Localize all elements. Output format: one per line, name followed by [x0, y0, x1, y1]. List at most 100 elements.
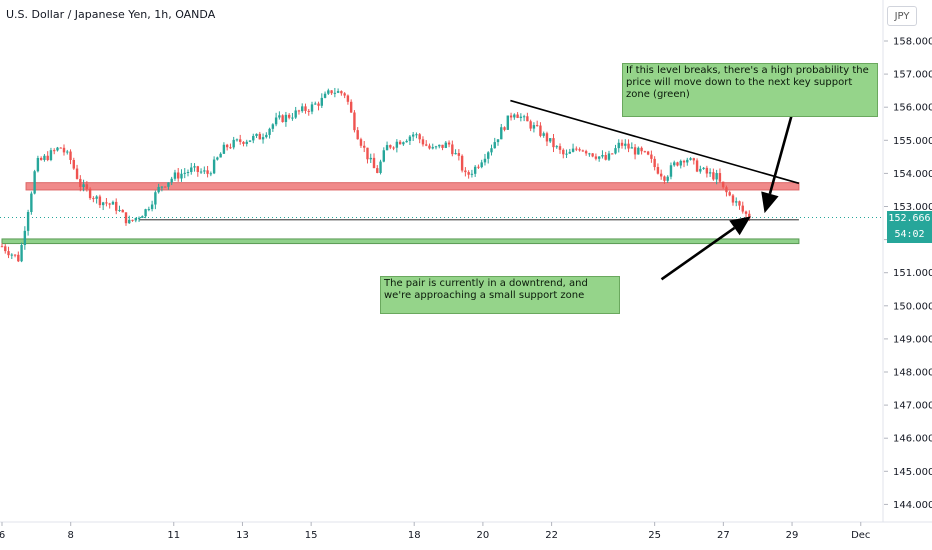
- candle-body: [287, 114, 291, 118]
- candle-body: [425, 144, 428, 146]
- arrow-shaft: [660, 226, 736, 281]
- candle-body: [718, 173, 722, 182]
- candle-body: [340, 91, 343, 94]
- candle-body: [310, 104, 314, 112]
- y-tick-label: 148.000: [893, 368, 932, 379]
- candle-body: [744, 211, 748, 214]
- countdown-tag: 54:02: [887, 227, 932, 243]
- candle-body: [591, 153, 594, 157]
- candle-body: [415, 134, 418, 136]
- candle-body: [101, 202, 105, 206]
- candle-body: [473, 166, 477, 174]
- candle-body: [728, 192, 731, 196]
- candle-body: [676, 162, 679, 166]
- candle-body: [398, 141, 402, 145]
- y-tick-label: 151.000: [893, 268, 932, 279]
- candle-body: [516, 114, 519, 118]
- candle-body: [225, 144, 229, 148]
- candle-body: [66, 151, 69, 153]
- currency-selector[interactable]: JPY: [887, 6, 917, 26]
- candle-body: [196, 166, 199, 172]
- candle-body: [617, 142, 620, 149]
- candle-body: [121, 209, 124, 213]
- candle-body: [369, 157, 372, 160]
- annotation-lower[interactable]: The pair is currently in a downtrend, an…: [380, 276, 620, 314]
- candle-body: [519, 116, 523, 118]
- x-tick-label: 13: [236, 530, 249, 541]
- candle-body: [392, 147, 395, 149]
- candle-body: [656, 167, 660, 174]
- candle-body: [346, 95, 350, 102]
- candle-body: [477, 166, 480, 168]
- candle-body: [496, 139, 500, 143]
- candle-body: [513, 114, 516, 118]
- candle-body: [692, 158, 696, 161]
- candle-body: [578, 149, 581, 151]
- candle-body: [317, 103, 320, 106]
- trendline: [510, 99, 800, 185]
- candle-body: [336, 91, 340, 93]
- candle-body: [431, 147, 434, 149]
- candle-body: [503, 127, 506, 130]
- x-tick-label: 15: [305, 530, 318, 541]
- candle-body: [650, 154, 653, 159]
- candle-body: [193, 166, 196, 168]
- candle-body: [500, 127, 503, 140]
- candle-body: [389, 145, 392, 148]
- y-tick-label: 158.000: [893, 37, 932, 48]
- candle-body: [447, 142, 451, 145]
- candle-body: [735, 201, 738, 203]
- candle-body: [304, 106, 307, 111]
- candle-body: [294, 110, 297, 118]
- y-tick-label: 155.000: [893, 136, 932, 147]
- candle-body: [624, 143, 627, 146]
- chart-title: U.S. Dollar / Japanese Yen, 1h, OANDA: [6, 8, 216, 21]
- candle-body: [532, 125, 536, 129]
- candle-body: [725, 187, 728, 193]
- candle-body: [428, 145, 431, 149]
- x-tick-label: 11: [167, 530, 180, 541]
- annotation-upper[interactable]: If this level breaks, there's a high pro…: [622, 63, 878, 117]
- y-tick-label: 153.000: [893, 202, 932, 213]
- candle-body: [239, 139, 242, 142]
- candle-body: [451, 144, 454, 155]
- candle-body: [157, 186, 160, 193]
- candle-body: [323, 93, 327, 98]
- candle-body: [314, 103, 317, 105]
- candle-body: [111, 201, 115, 205]
- candle-body: [203, 170, 206, 172]
- candle-body: [261, 137, 265, 140]
- candle-body: [679, 160, 682, 166]
- candle-body: [177, 172, 180, 179]
- candle-body: [26, 212, 30, 231]
- candle-body: [170, 178, 173, 183]
- candle-body: [69, 151, 72, 160]
- candle-body: [470, 173, 474, 175]
- candle-body: [438, 144, 441, 147]
- time-axis[interactable]: 6 8 11 13 15 18 20 22 25 27 29 Dec: [0, 522, 870, 541]
- candle-body: [163, 186, 167, 188]
- candle-body: [568, 151, 572, 154]
- candle-body: [421, 139, 425, 145]
- candle-body: [79, 178, 82, 188]
- candle-body: [95, 196, 98, 199]
- candle-body: [464, 170, 467, 173]
- candle-body: [594, 156, 598, 159]
- candle-body: [741, 205, 744, 212]
- arrow-head: [729, 216, 751, 236]
- candle-body: [604, 155, 607, 160]
- candle-body: [699, 168, 702, 172]
- candle-body: [167, 182, 170, 187]
- candle-body: [98, 196, 102, 206]
- candle-body: [480, 162, 483, 168]
- lines-layer: [0, 99, 883, 281]
- candle-body: [147, 209, 151, 211]
- candle-body: [372, 157, 376, 169]
- x-tick-label: 27: [717, 530, 730, 541]
- candle-body: [49, 150, 53, 161]
- candle-body: [118, 209, 121, 211]
- candle-body: [405, 140, 408, 143]
- candle-body: [23, 230, 27, 245]
- candle-body: [7, 251, 10, 256]
- candle-body: [150, 204, 154, 210]
